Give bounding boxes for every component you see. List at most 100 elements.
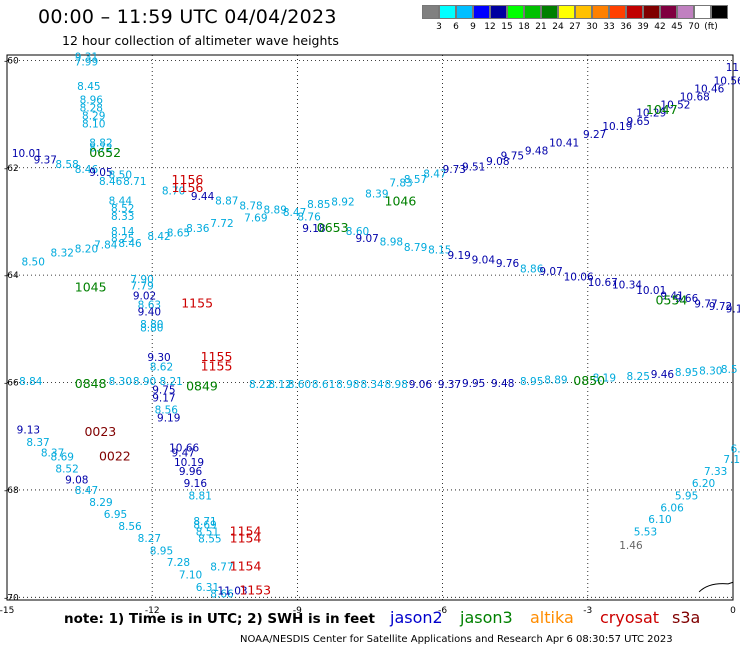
swh-value-label: 8.84 [19,376,43,388]
satellite-legend-item: altika [530,608,574,627]
colorbar-label: 39 [637,22,649,32]
swh-value-label: 8.58 [55,159,78,171]
swh-value-label: 5.95 [675,491,698,503]
swh-value-label: 10.01 [636,285,666,297]
swh-value-label: 9.17 [152,392,175,404]
swh-value-label: 10.56 [714,76,740,88]
swh-value-label: 8.30 [699,365,722,377]
swh-value-label: 7.10 [179,570,202,582]
swh-value-label: 11.03 [218,586,248,598]
swh-value-label: 9.95 [462,378,485,390]
swh-value-label: 9.66 [675,293,699,305]
swh-value-label: 8.60 [288,379,311,391]
swh-value-label: 9.12 [726,304,740,316]
swh-value-label: 10.34 [612,280,642,292]
swh-value-label: 8.37 [26,437,49,449]
swh-value-label: 9.48 [525,145,548,157]
swh-value-label: 8.56 [155,405,179,417]
swh-value-label: 6.10 [648,514,671,526]
swh-value-label: 6.95 [104,509,127,521]
satellite-legend-item: jason2 [390,608,443,627]
colorbar-swatch [643,5,660,19]
swh-value-label: 8.70 [162,186,185,198]
swh-value-label: 8.46 [75,164,99,176]
swh-value-label: 10.46 [694,84,724,96]
swh-value-label: 9.04 [472,254,496,266]
swh-value-label: 9.06 [409,379,433,391]
swh-value-label: 8.81 [189,491,212,503]
swh-value-label: 8.61 [312,379,335,391]
swh-value-label: 8.63 [138,299,161,311]
pass-time-label: 0849 [186,379,218,394]
colorbar-swatch [592,5,609,19]
swh-value-label: 8.82 [89,137,112,149]
swh-value-label: 8.86 [520,263,544,275]
pass-time-label: 0022 [99,448,131,463]
swh-value-label: 8.47 [75,485,98,497]
colorbar-label: 15 [501,22,513,32]
pass-time-label: 0850 [573,373,605,388]
swh-value-label: 8.25 [627,371,650,383]
swh-value-label: 8.95 [150,545,173,557]
swh-value-label: 8.69 [193,520,216,532]
pass-time-label: 0653 [317,220,349,235]
swh-value-label: 9.07 [539,266,562,278]
swh-value-label: 9.65 [627,116,650,128]
colorbar-swatch [626,5,643,19]
swh-value-label: 9.08 [486,156,509,168]
colorbar-label: 6 [453,22,459,32]
swh-value-label: 8.98 [336,379,359,391]
swh-value-label: 8.37 [41,448,64,460]
colorbar-swatch [456,5,473,19]
swh-value-label: 8.14 [111,226,135,238]
swh-value-label: 8.12 [268,379,291,391]
y-tick-label: -62 [4,164,19,174]
swh-value-label: 8.60 [346,226,369,238]
swh-value-label: 10.66 [169,442,199,454]
colorbar-swatch [524,5,541,19]
swh-value-label: 9.73 [443,164,466,176]
colorbar-label: 42 [654,22,666,32]
satellite-legend-item: s3a [672,608,701,627]
swh-value-label: 8.71 [123,176,146,188]
swh-value-label: 9.16 [184,478,208,490]
swh-value-label: 10.41 [549,137,579,149]
swh-value-label: 7.79 [130,281,153,293]
swh-value-label: 9.13 [17,425,40,437]
swh-value-label: 8.22 [249,379,272,391]
swh-value-label: 8.5 [721,364,738,376]
pass-time-label: 1154 [230,524,262,539]
footer-note: note: 1) Time is in UTC; 2) SWH is in fe… [64,611,375,627]
credit-line: NOAA/NESDIS Center for Satellite Applica… [240,634,673,645]
swh-value-label: 9.18 [302,223,325,235]
swh-value-label: 8.87 [215,195,238,207]
colorbar-label: 30 [586,22,598,32]
colorbar-label: 45 [671,22,683,32]
coastline [698,581,734,593]
swh-value-label: 7.33 [704,466,727,478]
swh-value-label: 7.84 [94,239,118,251]
swh-value-label: 8.80 [140,323,163,335]
colorbar-swatch [660,5,677,19]
pass-time-label: 0023 [84,424,116,439]
colorbar-swatch [558,5,575,19]
swh-value-label: 8.79 [404,242,427,254]
swh-value-label: 7.99 [75,57,98,69]
swh-value-label: 7.28 [167,557,190,569]
swh-value-label: 9.46 [651,369,675,381]
swh-value-label: 9.47 [172,448,195,460]
swh-value-label: 8.46 [118,238,142,250]
swh-value-label: 9.75 [501,151,524,163]
swh-value-label: 9.75 [152,384,175,396]
swh-value-label: 8.20 [75,244,98,256]
swh-value-label: 9.02 [133,290,156,302]
swh-value-label: 8.77 [210,561,233,573]
swh-value-label: 10.19 [602,121,632,133]
colorbar-label: 9 [470,22,476,32]
x-tick-label: -12 [145,606,160,616]
pass-time-label: 1047 [646,102,678,117]
swh-value-label: 8.76 [297,211,321,223]
pass-time-label: 1153 [239,583,271,598]
swh-value-label: 8.15 [428,245,451,257]
swh-value-label: 1.46 [619,540,643,552]
